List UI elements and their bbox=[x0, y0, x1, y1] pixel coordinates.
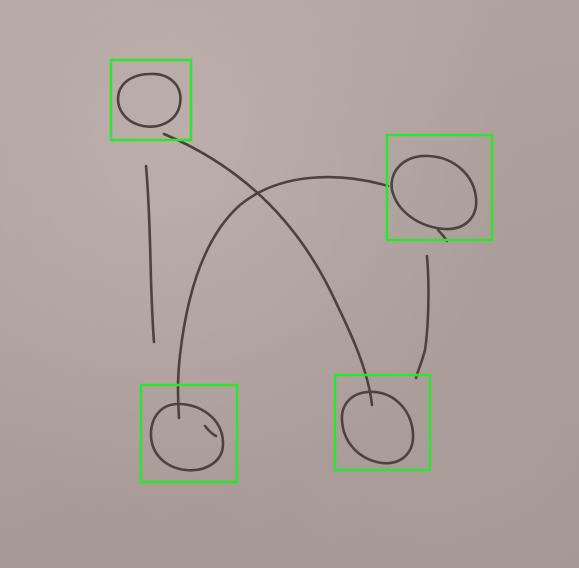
node-d-circle bbox=[340, 390, 415, 465]
node-c-circle bbox=[149, 402, 225, 472]
edge-b-to-d bbox=[414, 254, 430, 380]
edge-a-to-d bbox=[162, 132, 374, 407]
node-d-detection-box bbox=[333, 373, 432, 472]
node-c-mark bbox=[203, 424, 218, 438]
node-a-detection-box bbox=[109, 58, 193, 142]
edge-b-to-c bbox=[176, 175, 390, 420]
node-b-circle bbox=[390, 154, 478, 231]
node-b-detection-box bbox=[385, 133, 494, 242]
node-c-detection-box bbox=[139, 383, 239, 484]
stray-stroke bbox=[144, 164, 156, 344]
detection-boxes bbox=[109, 58, 494, 484]
node-a-circle bbox=[116, 72, 182, 128]
